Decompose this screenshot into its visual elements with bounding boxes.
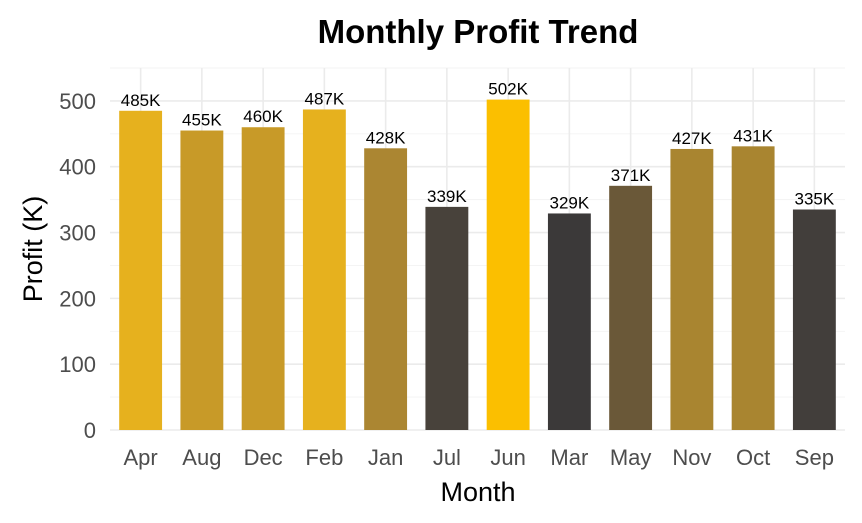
y-tick-label: 200 xyxy=(59,286,96,311)
x-tick-label: Jul xyxy=(433,445,461,470)
x-axis-title: Month xyxy=(440,477,515,507)
bar-jul xyxy=(425,206,469,430)
x-tick-label: Oct xyxy=(736,445,770,470)
data-label-apr: 485K xyxy=(121,91,161,110)
data-labels: 485K 455K 460K 487K 428K 339K 502K 329K 371K 427K… xyxy=(121,80,835,213)
data-label-nov: 427K xyxy=(672,129,712,148)
x-tick-label: Sep xyxy=(795,445,834,470)
bar-oct xyxy=(731,146,775,430)
data-label-jan: 428K xyxy=(366,128,406,147)
data-label-dec: 460K xyxy=(243,107,283,126)
bar-jan xyxy=(364,148,408,430)
data-label-jul: 339K xyxy=(427,187,467,206)
data-label-oct: 431K xyxy=(733,126,773,145)
data-label-mar: 329K xyxy=(550,193,590,212)
chart-title: Monthly Profit Trend xyxy=(318,13,639,50)
bar-dec xyxy=(241,127,285,431)
data-label-feb: 487K xyxy=(305,89,345,108)
bar-may xyxy=(609,185,653,430)
data-label-sep: 335K xyxy=(795,190,835,209)
y-axis-ticks: 0 100 200 300 400 500 xyxy=(59,89,96,443)
x-tick-label: Dec xyxy=(244,445,283,470)
data-label-jun: 502K xyxy=(488,80,528,99)
x-tick-label: Apr xyxy=(124,445,158,470)
x-tick-label: Mar xyxy=(550,445,588,470)
bar-mar xyxy=(547,213,591,430)
x-tick-label: Jan xyxy=(368,445,403,470)
bar-sep xyxy=(792,209,836,430)
data-label-aug: 455K xyxy=(182,111,222,130)
x-tick-label: Feb xyxy=(305,445,343,470)
data-label-may: 371K xyxy=(611,166,651,185)
bars xyxy=(119,99,836,431)
y-tick-label: 500 xyxy=(59,89,96,114)
y-tick-label: 100 xyxy=(59,352,96,377)
y-tick-label: 400 xyxy=(59,155,96,180)
y-tick-label: 300 xyxy=(59,221,96,246)
bar-apr xyxy=(119,110,163,431)
x-tick-label: Nov xyxy=(672,445,711,470)
y-axis-title: Profit (K) xyxy=(18,196,48,303)
x-tick-label: Aug xyxy=(182,445,221,470)
bar-jun xyxy=(486,99,530,431)
x-tick-label: Jun xyxy=(490,445,525,470)
x-axis-ticks: Apr Aug Dec Feb Jan Jul Jun Mar May Nov Oct Sep xyxy=(124,445,834,470)
bar-feb xyxy=(302,109,346,430)
bar-nov xyxy=(670,148,714,430)
bar-aug xyxy=(180,130,224,430)
y-tick-label: 0 xyxy=(84,418,96,443)
x-tick-label: May xyxy=(610,445,652,470)
